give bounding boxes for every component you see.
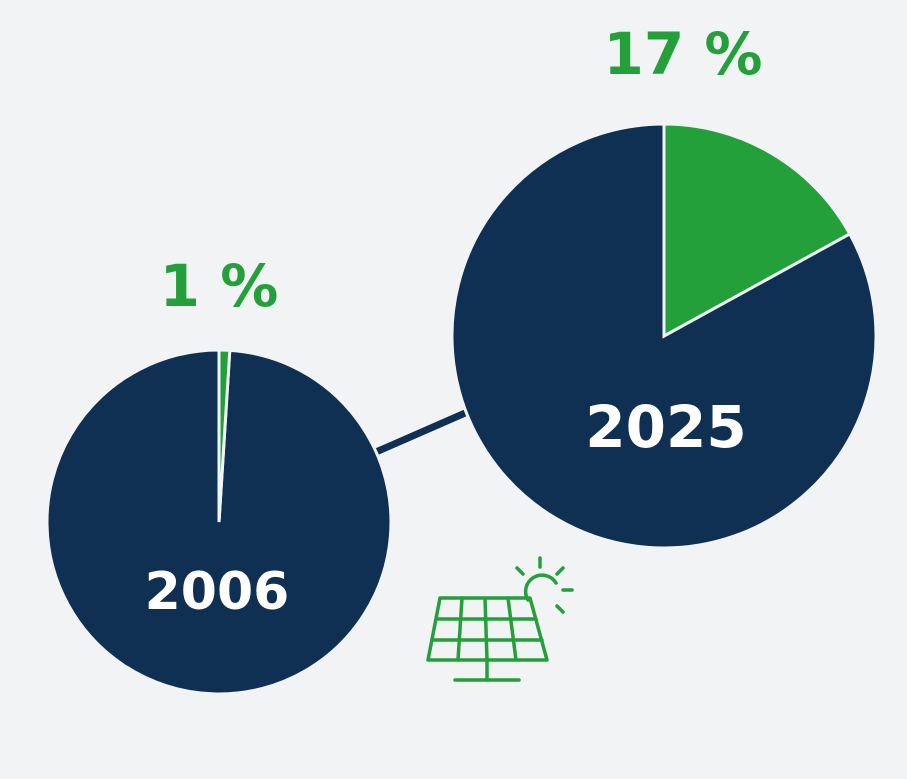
pie-2006: 2006 1 %	[45, 252, 393, 696]
pie-2006-share-label: 1 %	[160, 252, 279, 320]
solar-panel-icon	[426, 556, 574, 682]
pie-2006-share-slice	[217, 348, 232, 523]
pie-2025-share-slice	[662, 122, 852, 339]
pie-2025: 2025 17 %	[450, 20, 878, 550]
pie-2025-year-label: 2025	[585, 393, 746, 461]
pie-2025-share-label: 17 %	[603, 20, 762, 88]
pie-2006-year-label: 2006	[145, 562, 290, 622]
pie-2025-rest-slice	[450, 122, 878, 550]
connector-line	[374, 406, 474, 456]
